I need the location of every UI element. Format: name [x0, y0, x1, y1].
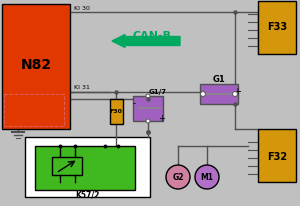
- Text: G1: G1: [213, 75, 225, 84]
- Bar: [52, 157, 82, 175]
- Bar: [4, 95, 64, 126]
- Text: KI 30: KI 30: [74, 6, 90, 11]
- Text: -: -: [133, 99, 136, 108]
- Bar: [133, 97, 163, 121]
- Text: F30: F30: [110, 109, 122, 114]
- FancyArrow shape: [112, 35, 180, 48]
- Bar: [258, 2, 296, 55]
- Text: -: -: [199, 87, 203, 97]
- Bar: [2, 5, 70, 129]
- Circle shape: [200, 92, 206, 97]
- Text: CAN-B: CAN-B: [133, 31, 172, 41]
- Circle shape: [146, 95, 150, 98]
- Circle shape: [166, 165, 190, 189]
- Text: KI 31: KI 31: [74, 85, 90, 90]
- Text: F32: F32: [267, 151, 287, 161]
- Bar: [25, 137, 150, 197]
- Circle shape: [146, 119, 150, 123]
- Text: +: +: [159, 114, 165, 123]
- Bar: [258, 129, 296, 182]
- Text: G1/7: G1/7: [149, 89, 167, 95]
- Bar: [35, 146, 135, 190]
- Circle shape: [232, 92, 238, 97]
- Bar: [110, 99, 123, 124]
- Text: M1: M1: [200, 173, 214, 182]
- Text: N82: N82: [20, 58, 52, 72]
- Circle shape: [195, 165, 219, 189]
- Text: G2: G2: [172, 173, 184, 182]
- Bar: [200, 85, 238, 104]
- Text: +: +: [233, 87, 241, 97]
- Text: F33: F33: [267, 22, 287, 32]
- Text: K57/2: K57/2: [75, 190, 99, 199]
